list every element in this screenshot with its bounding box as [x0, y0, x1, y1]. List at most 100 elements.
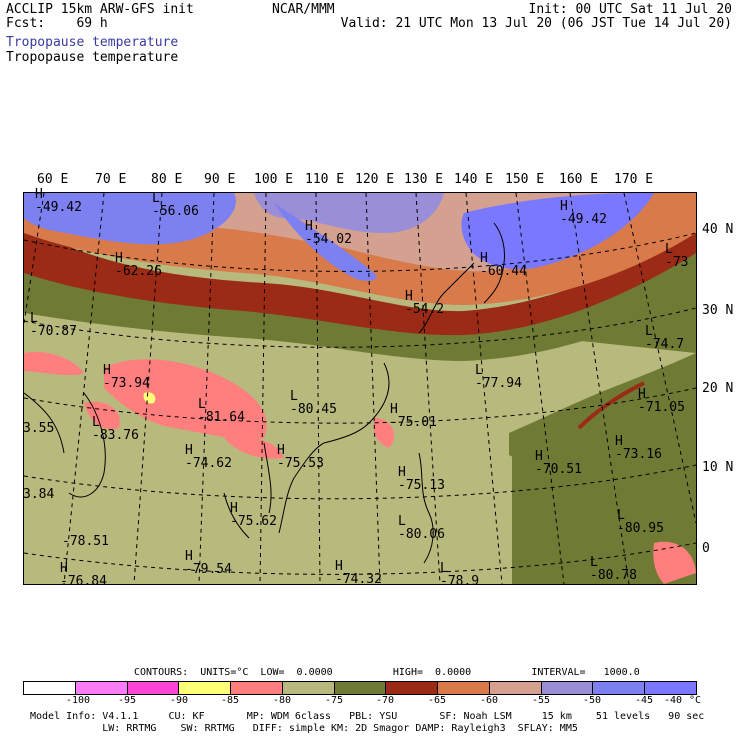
lon-label: 60 E	[37, 172, 69, 187]
field-region-cold-yellow	[143, 392, 156, 404]
lat-label: 0	[702, 541, 710, 556]
map-label: H -75.62	[230, 501, 277, 529]
scale-tick-label: -65	[428, 695, 447, 706]
map-label: H -74.62	[185, 443, 232, 471]
field-region-blue-center	[254, 193, 444, 233]
graticule	[24, 193, 696, 584]
map-label: L -77.94	[475, 363, 522, 391]
scale-swatch	[541, 682, 594, 694]
scale-swatch	[593, 682, 646, 694]
map-label: 3.55	[23, 421, 55, 436]
field-region-blue-center-2	[274, 203, 377, 281]
lat-label: 30 N	[702, 303, 734, 318]
scale-tick-label: -95	[118, 695, 137, 706]
map-panel	[23, 192, 697, 585]
field-band-dark-red	[24, 223, 696, 336]
scale-swatch	[24, 682, 76, 694]
field-region-cold-5	[373, 418, 394, 448]
map-label: H -62.26	[115, 251, 162, 279]
lon-label: 70 E	[95, 172, 127, 187]
scale-swatch	[334, 682, 387, 694]
scale-tick-label: -55	[532, 695, 551, 706]
scale-tick-label: -60	[480, 695, 499, 706]
scale-tick-label: -80	[273, 695, 292, 706]
scale-swatch	[75, 682, 128, 694]
map-label: H -73.94	[103, 363, 150, 391]
map-label: L -56.06	[152, 191, 199, 219]
scale-tick-label: -50	[583, 695, 602, 706]
map-label: L -78.9	[440, 561, 480, 589]
map-label: L -73	[665, 242, 689, 270]
lon-label: 130 E	[404, 172, 444, 187]
model-title: ACCLIP 15km ARW-GFS init Fcst: 69 h	[6, 2, 194, 31]
field-region-cold-6	[653, 541, 696, 584]
map-label: H -70.51	[535, 449, 582, 477]
field-region-blue-west	[24, 193, 236, 245]
map-label: H -75.53	[277, 443, 324, 471]
map-label: H -73.16	[615, 434, 662, 462]
map-label: L -80.78	[590, 555, 637, 583]
variable-title-1: Tropopause temperature	[6, 35, 179, 50]
lon-label: 100 E	[254, 172, 294, 187]
color-scale-bar	[23, 681, 697, 695]
map-label: H -49.42	[35, 187, 82, 215]
map-label: L -80.06	[398, 514, 445, 542]
map-label: -78.51	[62, 534, 109, 549]
lon-label: 150 E	[505, 172, 545, 187]
scale-unit-label: °C	[689, 695, 702, 706]
map-label: 3.84	[23, 487, 55, 502]
field-band-dark-olive-2	[24, 248, 696, 361]
field-streak-red	[577, 381, 645, 430]
map-label: L -74.7	[645, 324, 685, 352]
lat-label: 10 N	[702, 460, 734, 475]
scale-swatch	[231, 682, 283, 694]
map-label: H -54.2	[405, 289, 445, 317]
lon-label: 90 E	[204, 172, 236, 187]
scale-swatch	[127, 682, 180, 694]
scale-swatch	[489, 682, 542, 694]
org-label: NCAR/MMM	[272, 2, 335, 17]
field-region-blue-east	[461, 193, 654, 270]
scale-tick-label: -90	[170, 695, 189, 706]
map-label: L -83.76	[92, 415, 139, 443]
model-info: Model Info: V4.1.1 CU: KF MP: WDM 6class…	[30, 711, 705, 734]
lon-label: 170 E	[614, 172, 654, 187]
scale-tick-label: -40	[664, 695, 683, 706]
field-region-cold-3	[84, 401, 120, 430]
scale-swatch	[438, 682, 490, 694]
scale-swatch	[282, 682, 335, 694]
map-label: L -81.64	[198, 397, 245, 425]
map-label: L -80.45	[290, 389, 337, 417]
map-label: L -80.95	[617, 508, 664, 536]
lon-label: 80 E	[151, 172, 183, 187]
scale-tick-label: -75	[325, 695, 344, 706]
map-label: H -71.05	[638, 387, 685, 415]
map-label: H -60.44	[480, 251, 527, 279]
field-region-cold-4	[224, 436, 284, 459]
map-label: H -49.42	[560, 199, 607, 227]
map-label: H -76.84	[60, 561, 107, 589]
lat-label: 20 N	[702, 381, 734, 396]
field-region-cold-2	[24, 351, 84, 376]
scale-tick-label: -100	[66, 695, 91, 706]
tropopause-temperature-map	[24, 193, 696, 584]
scale-swatch	[179, 682, 232, 694]
map-label: H -75.13	[398, 465, 445, 493]
map-label: H -79.54	[185, 549, 232, 577]
field-region-cold-1	[104, 359, 267, 440]
scale-tick-label: -45	[635, 695, 654, 706]
map-label: H -75.01	[390, 402, 437, 430]
field-region-east	[509, 353, 696, 493]
scale-swatch	[645, 682, 696, 694]
init-valid-time: Init: 00 UTC Sat 11 Jul 20 Valid: 21 UTC …	[340, 2, 732, 31]
lon-label: 110 E	[305, 172, 345, 187]
contours-info: CONTOURS: UNITS=°C LOW= 0.0000 HIGH= 0.0…	[134, 667, 640, 678]
scale-swatch	[386, 682, 439, 694]
lon-label: 140 E	[454, 172, 494, 187]
variable-title-2: Tropopause temperature	[6, 50, 179, 65]
lon-label: 120 E	[355, 172, 395, 187]
map-label: L -70.87	[30, 311, 77, 339]
coastlines	[24, 222, 505, 564]
scale-tick-label: -70	[376, 695, 395, 706]
scale-tick-label: -85	[221, 695, 240, 706]
